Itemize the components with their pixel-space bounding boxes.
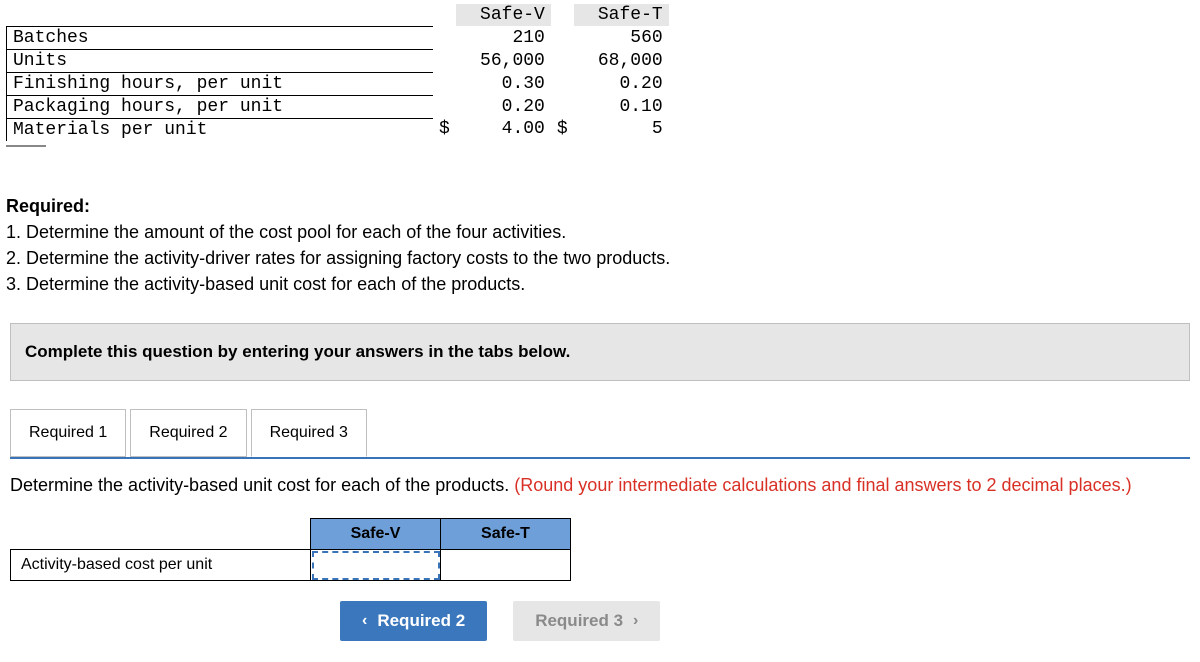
tab-required-1[interactable]: Required 1 [10,409,126,457]
required-item-3: 3. Determine the activity-based unit cos… [6,271,1200,297]
val-units-v: 56,000 [456,49,551,72]
tab-underline [10,457,1190,459]
product-data-table: Safe-V Safe-T Batches 210 560 Units 56,0… [6,4,669,141]
val-finishing-v: 0.30 [456,72,551,95]
answer-row-label: Activity-based cost per unit [11,550,311,581]
required-item-1: 1. Determine the amount of the cost pool… [6,219,1200,245]
val-batches-v: 210 [456,26,551,49]
row-label-units: Units [7,49,434,72]
val-batches-t: 560 [574,26,669,49]
val-packaging-t: 0.10 [574,95,669,118]
chevron-left-icon: ‹ [362,612,367,630]
currency-symbol-v: $ [433,118,456,141]
answer-col-safe-t: Safe-T [441,519,571,550]
currency-symbol-t: $ [551,118,574,141]
next-label: Required 3 [535,611,623,631]
tab-row: Required 1 Required 2 Required 3 [10,409,1200,457]
col-header-safe-v: Safe-V [456,4,551,26]
tab-content: Determine the activity-based unit cost f… [10,473,1190,498]
row-label-packaging: Packaging hours, per unit [7,95,434,118]
answer-col-safe-v: Safe-V [311,519,441,550]
val-packaging-v: 0.20 [456,95,551,118]
row-label-batches: Batches [7,26,434,49]
next-button[interactable]: Required 3 › [513,601,660,641]
val-materials-v: 4.00 [456,118,551,141]
val-units-t: 68,000 [574,49,669,72]
required-item-2: 2. Determine the activity-driver rates f… [6,245,1200,271]
prev-button[interactable]: ‹ Required 2 [340,601,487,641]
answer-input-safe-t[interactable] [441,550,571,581]
table-corner-mark [6,145,46,153]
tab-required-2[interactable]: Required 2 [130,409,246,457]
tab-required-3[interactable]: Required 3 [251,409,367,457]
instruction-bar: Complete this question by entering your … [10,323,1190,381]
val-finishing-t: 0.20 [574,72,669,95]
col-header-safe-t: Safe-T [574,4,669,26]
prompt-main: Determine the activity-based unit cost f… [10,475,514,495]
answer-input-safe-v[interactable] [311,550,441,581]
answer-table: Safe-V Safe-T Activity-based cost per un… [10,518,571,581]
row-label-finishing: Finishing hours, per unit [7,72,434,95]
prev-label: Required 2 [377,611,465,631]
required-section: Required: 1. Determine the amount of the… [6,193,1200,297]
chevron-right-icon: › [633,612,638,630]
val-materials-t: 5 [574,118,669,141]
row-label-materials: Materials per unit [7,118,434,141]
required-heading: Required: [6,193,1200,219]
nav-row: ‹ Required 2 Required 3 › [340,601,1200,641]
prompt-hint: (Round your intermediate calculations an… [514,475,1131,495]
